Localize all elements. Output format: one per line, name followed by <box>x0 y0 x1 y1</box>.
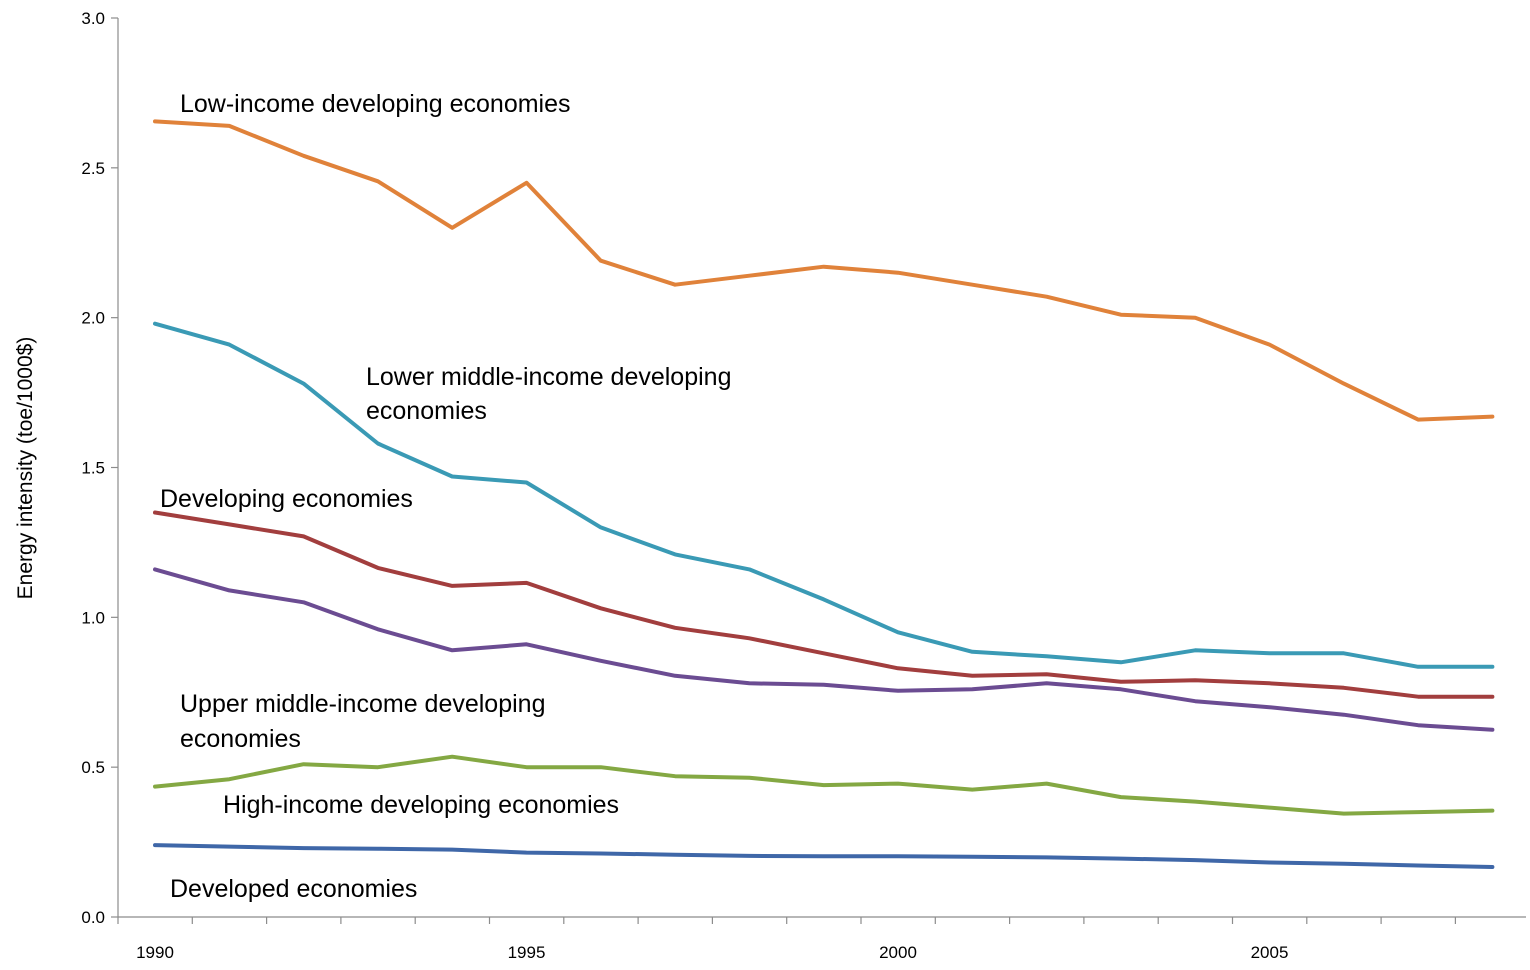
series-label-5: High-income developing economies <box>223 791 619 819</box>
series-line-2 <box>153 321 1495 669</box>
series-label-6: Developed economies <box>170 875 417 903</box>
x-tick-label: 2000 <box>879 943 917 962</box>
series-label-2-line-1: Lower middle-income developing <box>366 363 731 391</box>
series-line-5 <box>153 754 1495 816</box>
series-lines <box>153 119 1495 869</box>
x-tick-label: 1995 <box>508 943 546 962</box>
y-axis-title: Energy intensity (toe/1000$) <box>14 337 37 600</box>
y-tick-label: 0.0 <box>81 908 105 927</box>
series-label-4-line-2: economies <box>180 725 301 753</box>
x-tick-label: 2005 <box>1251 943 1289 962</box>
series-line-4 <box>153 567 1495 732</box>
x-tick-label: 1990 <box>136 943 174 962</box>
y-tick-label: 2.5 <box>81 159 105 178</box>
y-tick-label: 0.5 <box>81 758 105 777</box>
y-tick-label: 2.0 <box>81 309 105 328</box>
series-label-3: Developing economies <box>160 485 413 513</box>
axes: 0.0 0.5 1.0 1.5 2.0 2.5 3.0 1990 1995 2000 2005 <box>81 9 1526 962</box>
series-labels: Low-income developing economies Lower mid… <box>160 90 731 903</box>
series-label-4-line-1: Upper middle-income developing <box>180 690 545 718</box>
series-label-1: Low-income developing economies <box>180 90 571 118</box>
series-line-1 <box>153 119 1495 422</box>
y-tick-label: 3.0 <box>81 9 105 28</box>
y-tick-label: 1.5 <box>81 459 105 478</box>
series-label-2-line-2: economies <box>366 397 487 425</box>
y-tick-label: 1.0 <box>81 608 105 627</box>
series-line-6 <box>153 843 1495 869</box>
series-line-3 <box>153 510 1495 699</box>
